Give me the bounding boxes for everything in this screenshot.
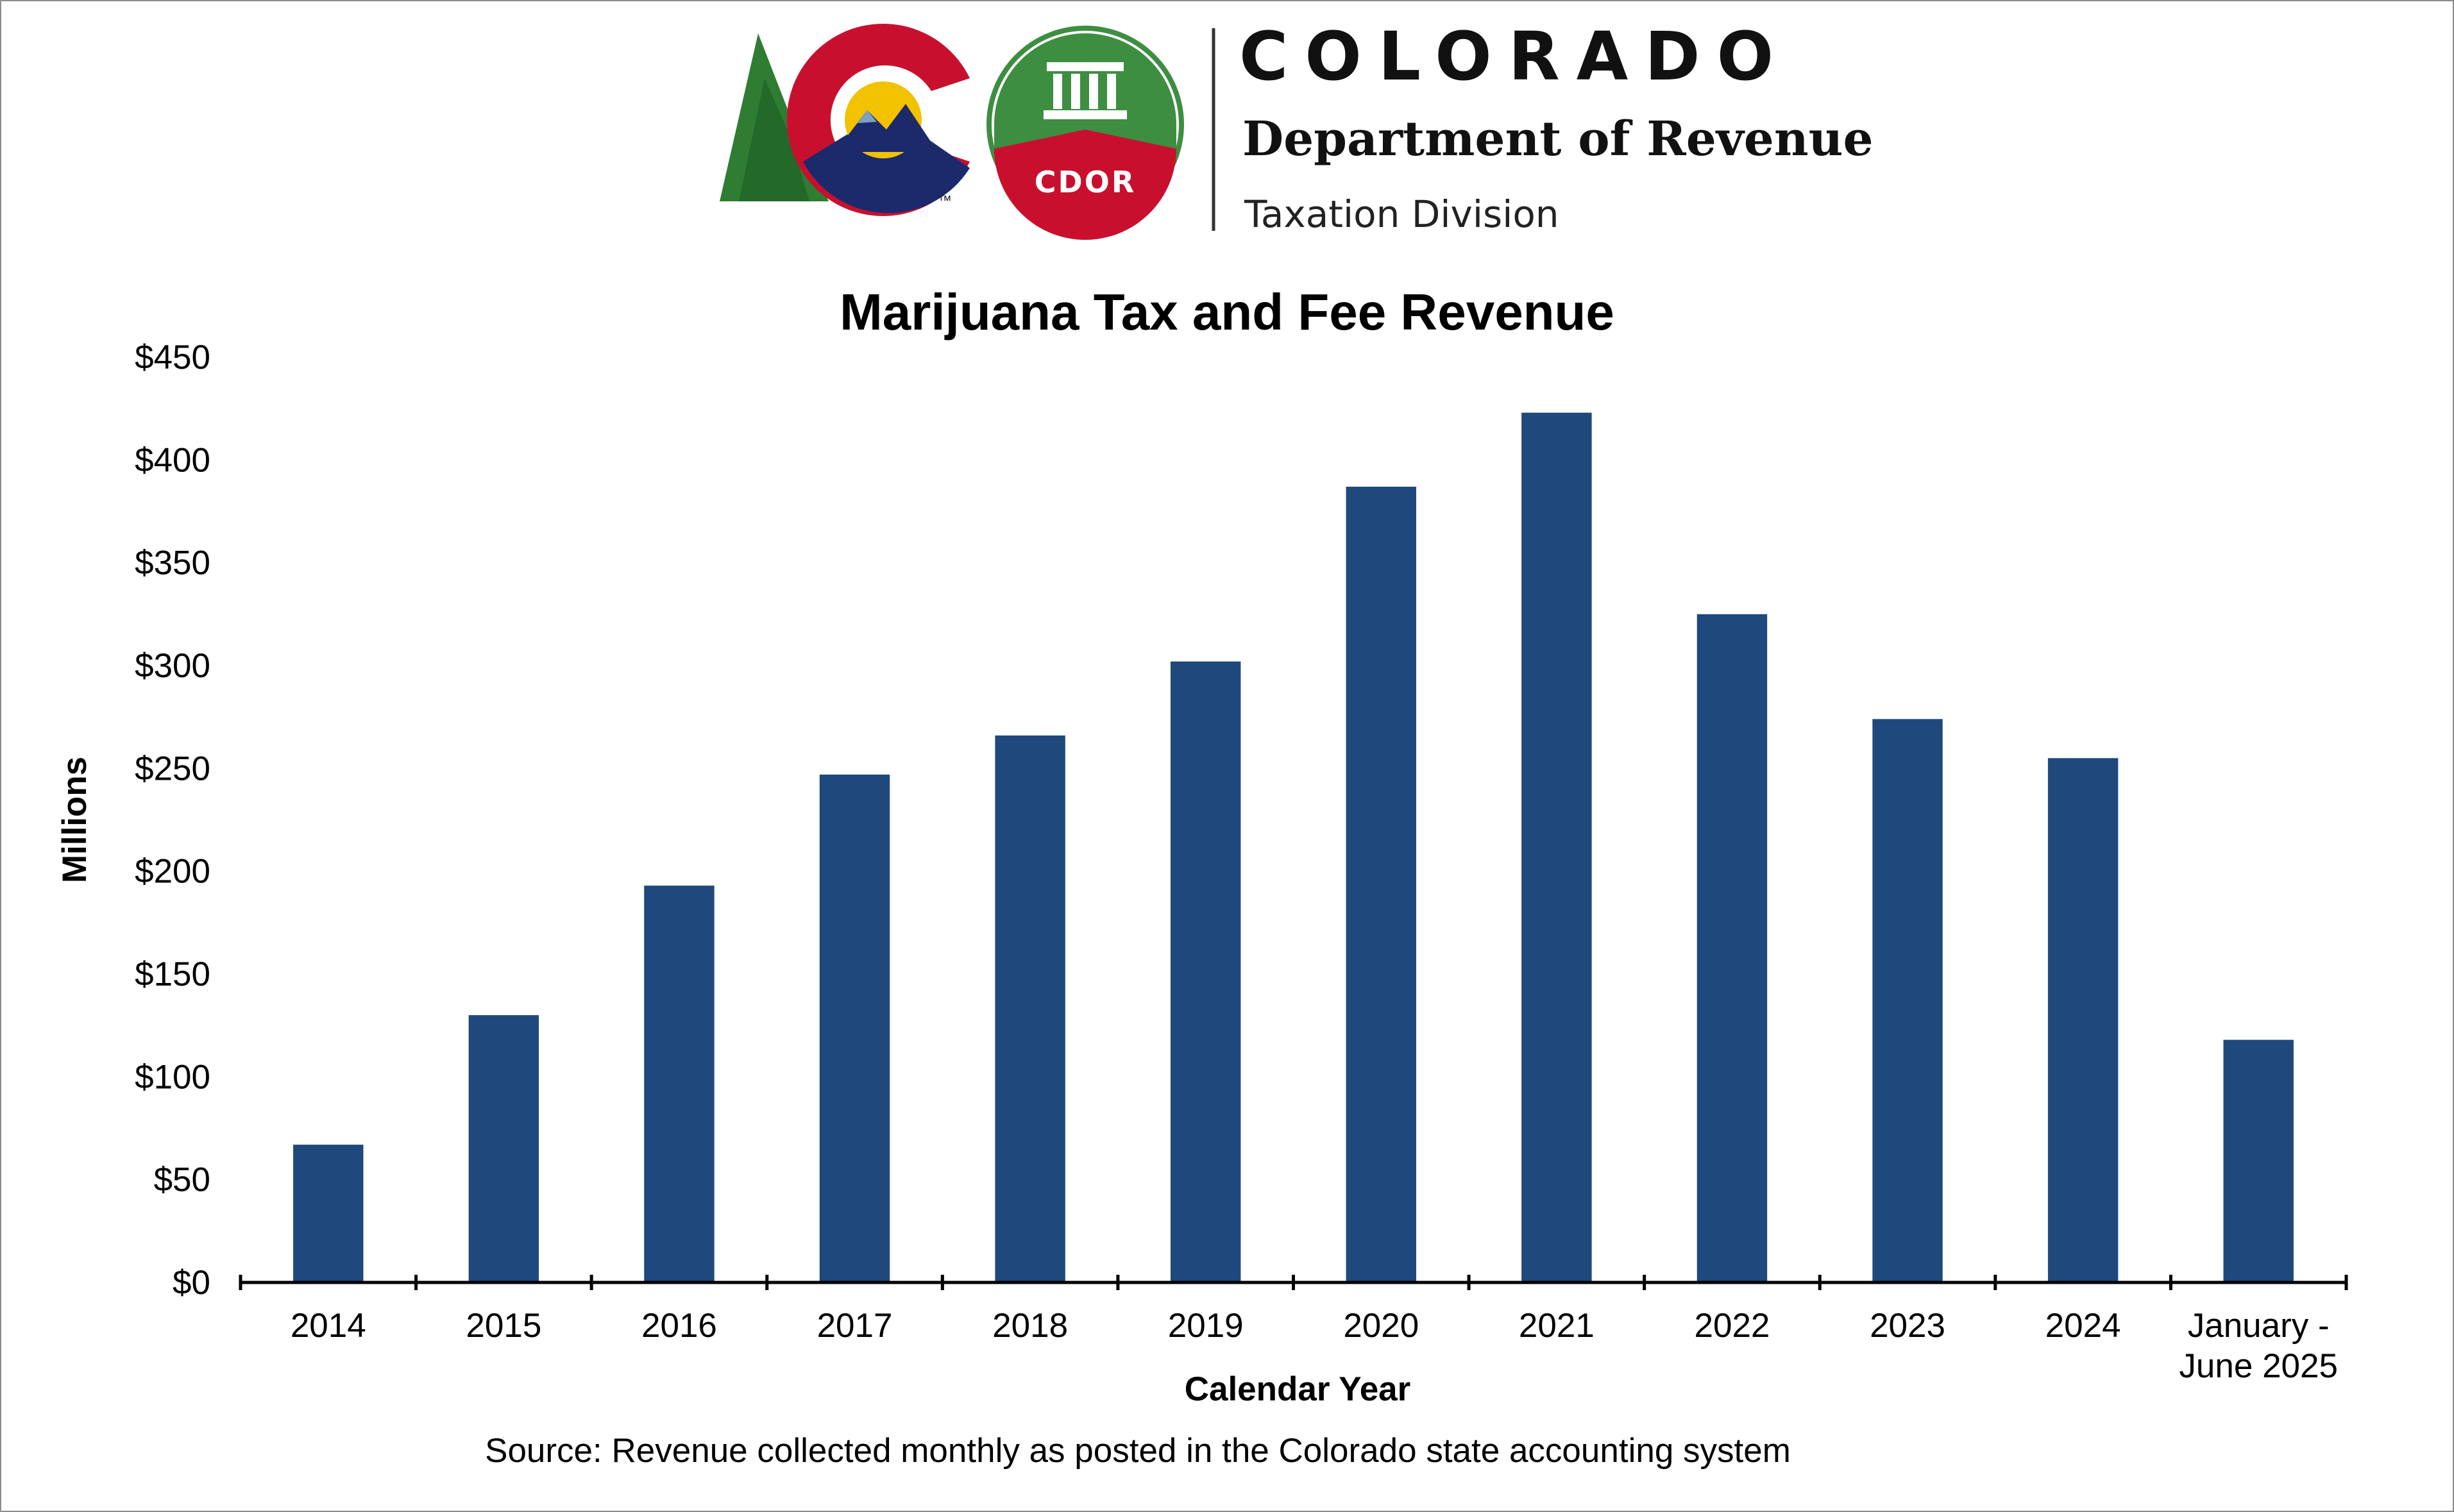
colorado-c-logo: ™ bbox=[720, 23, 970, 217]
x-tick-label: 2016 bbox=[641, 1307, 717, 1345]
x-tick-label: 2017 bbox=[817, 1307, 893, 1345]
y-tick-label: $300 bbox=[135, 647, 210, 685]
bar-3 bbox=[819, 774, 890, 1282]
bar-8 bbox=[1697, 614, 1768, 1283]
x-tick-label: 2020 bbox=[1343, 1307, 1419, 1345]
svg-text:™: ™ bbox=[938, 192, 952, 208]
bars-group bbox=[293, 412, 2294, 1283]
header-logo-block: ™ CDOR COLORADO Department of Revenue Ta… bbox=[720, 17, 1874, 240]
x-tick-label: 2018 bbox=[992, 1307, 1068, 1345]
x-tick-label: 2023 bbox=[1870, 1307, 1945, 1345]
cdor-seal-icon: CDOR bbox=[986, 26, 1184, 240]
bar-9 bbox=[1872, 719, 1943, 1282]
bar-0 bbox=[293, 1145, 364, 1282]
x-tick-label: 2015 bbox=[466, 1307, 541, 1345]
svg-text:CDOR: CDOR bbox=[1035, 165, 1136, 199]
source-note: Source: Revenue collected monthly as pos… bbox=[485, 1432, 1791, 1470]
bar-5 bbox=[1170, 661, 1241, 1282]
division-name: Taxation Division bbox=[1244, 192, 1559, 236]
department-name: Department of Revenue bbox=[1242, 112, 1874, 167]
bar-6 bbox=[1346, 487, 1417, 1282]
x-tick-label: 2019 bbox=[1168, 1307, 1244, 1345]
chart-title: Marijuana Tax and Fee Revenue bbox=[840, 283, 1614, 340]
x-tick-label: January -June 2025 bbox=[2179, 1307, 2338, 1385]
y-tick-label: $50 bbox=[154, 1161, 210, 1199]
x-tick-label: 2021 bbox=[1519, 1307, 1595, 1345]
x-axis-title: Calendar Year bbox=[1185, 1370, 1411, 1408]
bar-11 bbox=[2223, 1039, 2294, 1282]
x-axis-tick-labels: 2014 2015 2016 2017 2018 2019 2020 2021 2022 2023… bbox=[291, 1307, 2338, 1385]
y-tick-label: $250 bbox=[135, 750, 210, 787]
y-tick-label: $100 bbox=[135, 1058, 210, 1096]
y-axis-tick-labels: $0 $50 $100 $150 $200 $250 $300 $350 $400 $450 bbox=[135, 339, 210, 1302]
y-tick-label: $450 bbox=[135, 339, 210, 376]
x-tick-label: 2014 bbox=[291, 1307, 366, 1345]
x-tick-label: 2022 bbox=[1695, 1307, 1770, 1345]
x-tick-label: 2024 bbox=[2045, 1307, 2121, 1345]
y-tick-label: $350 bbox=[135, 544, 210, 582]
y-tick-label: $400 bbox=[135, 441, 210, 479]
bar-2 bbox=[644, 886, 715, 1282]
org-name: COLORADO bbox=[1239, 17, 1790, 96]
bar-1 bbox=[468, 1015, 539, 1282]
y-tick-label: $0 bbox=[173, 1264, 210, 1302]
x-axis bbox=[239, 1275, 2348, 1290]
y-tick-label: $200 bbox=[135, 853, 210, 891]
y-axis-title: Millions bbox=[56, 757, 94, 883]
y-tick-label: $150 bbox=[135, 955, 210, 993]
bar-10 bbox=[2047, 758, 2119, 1282]
bar-7 bbox=[1521, 412, 1592, 1282]
bar-4 bbox=[995, 735, 1065, 1282]
